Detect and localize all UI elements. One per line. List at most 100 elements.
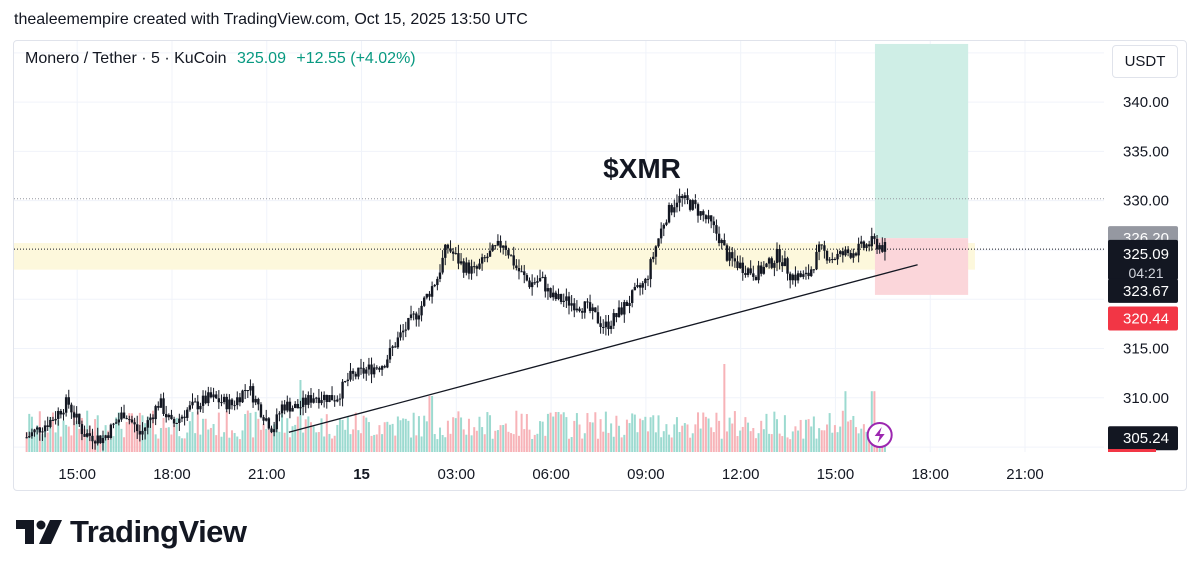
currency-button[interactable]: USDT [1112,45,1178,78]
volume-bar [854,427,857,452]
candle-up [228,399,231,410]
volume-bar [862,424,865,452]
volume-bar [302,432,305,452]
symbol-legend[interactable]: Monero / Tether · 5 · KuCoin 325.09 +12.… [25,50,416,68]
volume-bar [320,418,323,452]
candle-up [738,262,742,269]
volume-bar [602,431,605,452]
volume-bar [425,421,428,452]
price-label-countdown: 04:21 [1128,265,1163,281]
candle-up [191,401,194,406]
volume-bar [628,423,631,452]
candle-up [391,346,394,348]
candle-up [293,403,297,408]
candle-up [857,243,860,256]
candle-down [259,404,263,418]
volume-bar [407,420,410,452]
volume-bar [520,413,523,452]
volume-bar [299,380,302,452]
candle-down [267,418,271,429]
volume-bar [196,411,199,452]
candle-down [752,273,755,277]
volume-bar [231,430,233,452]
candle-down [72,412,76,418]
candle-down [296,403,300,409]
volume-bar [457,411,460,452]
candle-down [283,404,286,411]
candle-down [370,364,373,375]
volume-bar [841,410,844,452]
volume-bar [665,424,668,452]
candle-down [217,398,221,403]
lightning-bolt [874,427,885,443]
volume-bar [691,433,694,452]
candle-down [607,321,610,330]
volume-bar [238,439,241,452]
candle-down [209,392,213,398]
volume-bar [641,420,644,452]
candle-up [307,395,310,405]
candle-down [725,245,729,261]
candle-down [238,397,242,403]
volume-bar [444,437,447,452]
volume-bar [115,417,118,452]
x-tick-label: 18:00 [153,466,191,483]
candle-down [499,240,502,248]
target-zone [874,43,969,239]
candle-down [46,425,49,427]
candle-down [873,236,876,239]
volume-bar [528,429,531,452]
candle-down [457,253,460,264]
candle-down [731,252,734,259]
y-tick-label: 310.00 [1123,390,1169,407]
volume-bar [683,423,686,452]
candle-up [665,222,668,225]
volume-bar [828,413,831,452]
candle-up [546,288,550,292]
candle-down [741,262,744,274]
candle-up [565,296,568,301]
candle-up [623,302,626,315]
volume-bar [367,422,370,452]
candle-up [299,407,302,409]
volume-bar [662,431,665,452]
candle-down [696,204,700,216]
candle-down [778,248,781,263]
volume-bar [136,427,139,452]
candle-down [78,413,81,425]
volume-bar [431,396,434,452]
candle-down [25,437,28,439]
candle-down [554,292,558,300]
lightning-icon[interactable] [866,422,893,448]
candle-down [862,241,866,248]
candle-up [488,250,492,257]
candle-up [33,429,36,433]
candle-up [341,381,344,399]
candle-up [265,418,268,421]
candle-up [212,394,215,398]
candle-down [823,245,826,251]
volume-bar [844,391,847,452]
candle-up [530,282,534,288]
candle-down [133,422,136,425]
price-label: 325.09 04:21 [1108,239,1178,281]
price-label: 323.67 [1108,278,1178,303]
x-tick-label: 06:00 [532,466,570,483]
candle-down [204,395,207,404]
candle-up [441,257,444,273]
candle-up [35,427,39,430]
volume-bar [620,437,623,452]
candle-down [262,417,265,421]
candle-up [659,228,663,239]
candle-up [241,390,244,403]
volume-bar [123,437,126,452]
candle-up [604,321,608,328]
volume-bar [715,412,718,452]
volume-bar [252,437,255,452]
candle-down [694,200,697,205]
trendline [288,264,918,433]
volume-bar [304,419,307,452]
